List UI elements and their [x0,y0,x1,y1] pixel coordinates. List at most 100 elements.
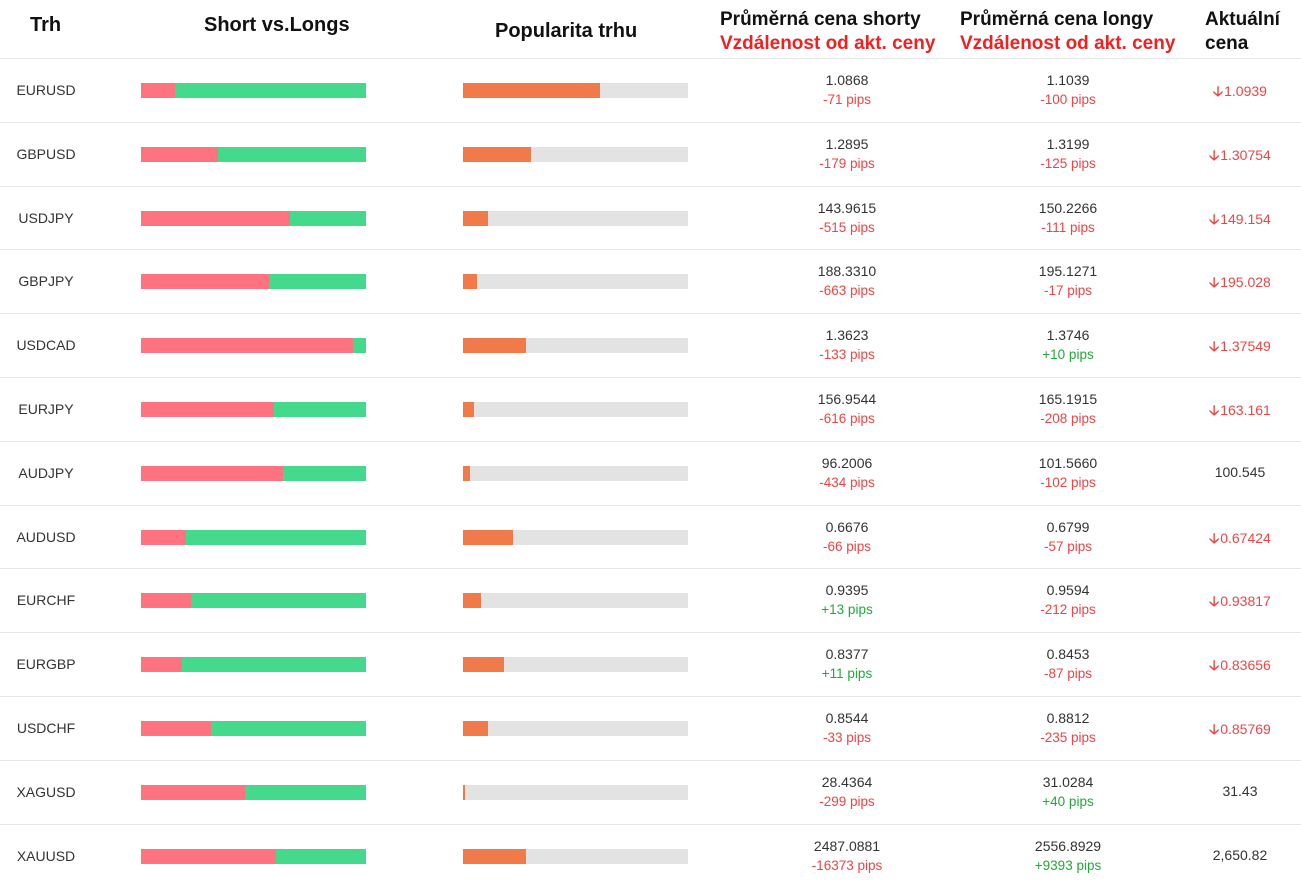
avg-short-price: 143.9615 [817,199,877,216]
popularity-bar [463,338,688,354]
market-symbol[interactable]: XAGUSD [16,783,76,800]
short-segment [141,210,290,226]
table-row[interactable]: USDCHF 0.8544 -33 pips 0.8812 -235 pips … [0,695,1301,760]
long-segment [174,83,366,98]
avg-short-price: 188.3310 [817,263,877,280]
market-symbol[interactable]: AUDUSD [16,528,76,545]
long-segment [210,720,366,736]
table-row[interactable]: USDJPY 143.9615 -515 pips 150.2266 -111 … [0,185,1301,250]
table-row[interactable]: EURCHF 0.9395 +13 pips 0.9594 -212 pips … [0,568,1301,632]
current-price: 🡣0.93817 [1180,591,1300,615]
long-segment [186,529,366,545]
avg-long-cell: 2556.8929 +9393 pips [968,836,1168,876]
current-price: 🡣0.67424 [1180,528,1300,552]
table-row[interactable]: AUDJPY 96.2006 -434 pips 101.5660 -102 p… [0,440,1301,505]
avg-long-pips: -17 pips [1043,283,1093,299]
market-symbol[interactable]: EURJPY [18,400,74,417]
current-price-value: 0.85769 [1220,720,1271,737]
column-header-short-vs-longs[interactable]: Short vs.Longs [204,14,350,36]
market-symbol[interactable]: GBPJPY [18,273,74,290]
avg-long-title: Průměrná cena longy [960,9,1154,30]
column-header-market[interactable]: Trh [30,14,62,36]
arrow-down-icon: 🡣 [1209,401,1220,418]
table-row[interactable]: EURUSD 1.0868 -71 pips 1.1039 -100 pips … [0,58,1301,122]
avg-long-pips: -100 pips [1040,92,1096,107]
table-header: Trh Short vs.Longs Popularita trhu Průmě… [0,0,1301,58]
short-long-ratio-bar [141,401,366,417]
table-row[interactable]: EURGBP 0.8377 +11 pips 0.8453 -87 pips 🡣… [0,632,1301,696]
market-symbol[interactable]: USDCHF [16,719,76,736]
avg-short-cell: 0.8377 +11 pips [747,644,947,684]
market-symbol[interactable]: AUDJPY [18,464,74,481]
avg-long-price: 0.9594 [1046,582,1090,599]
popularity-fill [463,848,526,864]
column-header-current-price[interactable]: Aktuální cena [1205,9,1280,54]
avg-short-pips: -16373 pips [811,857,883,873]
arrow-down-icon: 🡣 [1209,529,1220,546]
avg-short-cell: 156.9544 -616 pips [747,389,947,429]
market-symbol[interactable]: XAUUSD [16,847,76,864]
long-segment [276,848,366,864]
column-header-popularity[interactable]: Popularita trhu [495,20,638,42]
current-price: 2,650.82 [1180,847,1300,863]
arrow-down-icon: 🡣 [1209,720,1220,737]
table-row[interactable]: EURJPY 156.9544 -616 pips 165.1915 -208 … [0,376,1301,441]
table-row[interactable]: AUDUSD 0.6676 -66 pips 0.6799 -57 pips 🡣… [0,504,1301,569]
avg-short-price: 0.8544 [825,709,869,726]
market-symbol[interactable]: EURGBP [16,656,76,673]
current-price-value: 31.43 [1222,782,1258,799]
table-row[interactable]: XAGUSD 28.4364 -299 pips 31.0284 +40 pip… [0,759,1301,824]
avg-short-cell: 1.0868 -71 pips [747,70,947,110]
long-segment [273,401,366,417]
market-symbol[interactable]: USDJPY [18,209,74,226]
short-segment [141,593,191,609]
arrow-down-icon: 🡣 [1209,657,1220,674]
market-symbol[interactable]: EURUSD [16,82,76,98]
avg-short-pips: -179 pips [819,155,875,171]
avg-short-pips: -515 pips [819,219,875,235]
table-row[interactable]: XAUUSD 2487.0881 -16373 pips 2556.8929 +… [0,823,1301,887]
avg-long-cell: 0.9594 -212 pips [968,580,1168,620]
avg-short-pips: -66 pips [822,538,872,554]
avg-short-cell: 0.8544 -33 pips [747,708,947,748]
avg-short-pips: -299 pips [819,793,875,809]
current-price-value: 0.93817 [1220,593,1271,610]
short-long-ratio-bar [141,593,366,609]
avg-long-pips: -125 pips [1040,155,1096,171]
avg-short-price: 156.9544 [817,390,877,407]
market-symbol[interactable]: USDCAD [16,337,76,354]
current-price: 🡣1.0939 [1180,81,1300,105]
avg-short-price: 1.2895 [825,135,869,152]
current-price-value: 1.0939 [1224,83,1267,99]
avg-short-cell: 1.2895 -179 pips [747,134,947,174]
avg-long-pips: -208 pips [1040,410,1096,426]
column-header-avg-long[interactable]: Průměrná cena longy Vzdálenost od akt. c… [960,8,1175,56]
avg-short-cell: 96.2006 -434 pips [747,453,947,493]
table-row[interactable]: GBPJPY 188.3310 -663 pips 195.1271 -17 p… [0,249,1301,313]
avg-short-cell: 1.3623 -133 pips [747,325,947,365]
current-price-value: 0.67424 [1220,529,1271,546]
popularity-fill [463,784,466,800]
avg-long-cell: 1.3746 +10 pips [968,325,1168,365]
short-long-ratio-bar [141,848,366,864]
short-long-ratio-bar [141,465,366,481]
column-header-avg-short[interactable]: Průměrná cena shorty Vzdálenost od akt. … [720,8,935,56]
table-row[interactable]: GBPUSD 1.2895 -179 pips 1.3199 -125 pips… [0,121,1301,186]
short-segment [141,720,211,736]
avg-long-cell: 195.1271 -17 pips [968,261,1168,301]
avg-long-cell: 101.5660 -102 pips [968,453,1168,493]
avg-short-price: 0.6676 [825,518,869,535]
avg-long-price: 195.1271 [1038,263,1098,280]
avg-long-cell: 150.2266 -111 pips [968,198,1168,238]
avg-long-cell: 1.1039 -100 pips [968,70,1168,110]
avg-long-price: 0.8812 [1046,709,1090,726]
avg-long-price: 150.2266 [1038,199,1098,216]
market-symbol[interactable]: GBPUSD [16,145,76,162]
table-row[interactable]: USDCAD 1.3623 -133 pips 1.3746 +10 pips … [0,313,1301,377]
market-symbol[interactable]: EURCHF [16,592,76,609]
current-price-value: 163.161 [1220,401,1271,418]
popularity-bar [463,274,688,290]
long-segment [217,146,366,162]
popularity-fill [463,401,475,417]
long-segment [282,465,366,481]
